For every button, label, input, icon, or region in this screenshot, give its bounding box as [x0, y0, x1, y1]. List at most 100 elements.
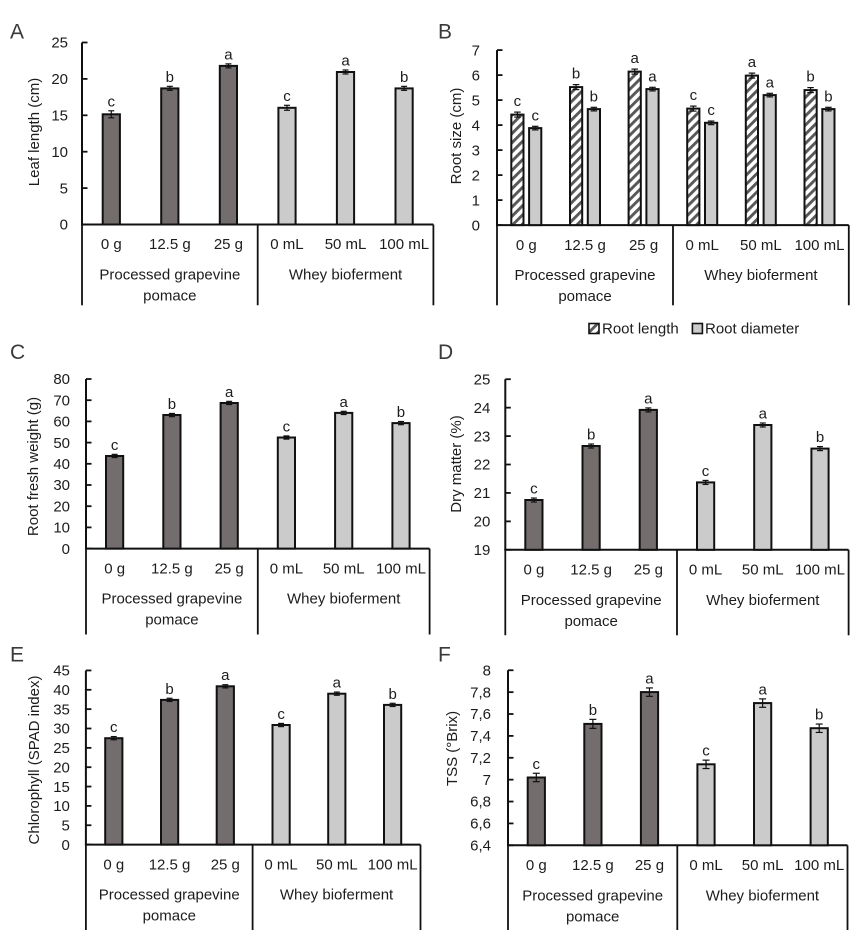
svg-text:D: D	[438, 341, 453, 364]
svg-text:100 mL: 100 mL	[379, 236, 429, 253]
svg-text:25: 25	[474, 371, 491, 388]
svg-text:10: 10	[53, 520, 70, 537]
svg-text:Whey bioferment: Whey bioferment	[287, 591, 401, 608]
svg-text:10: 10	[53, 798, 70, 815]
svg-text:50 mL: 50 mL	[742, 857, 784, 874]
svg-text:B: B	[438, 21, 452, 44]
svg-text:c: c	[283, 418, 291, 435]
svg-text:pomace: pomace	[564, 613, 617, 630]
svg-text:15: 15	[53, 779, 70, 796]
svg-text:20: 20	[53, 759, 70, 776]
svg-text:c: c	[514, 93, 522, 110]
svg-text:7,6: 7,6	[470, 706, 491, 723]
svg-text:7,8: 7,8	[470, 684, 491, 701]
svg-text:6,6: 6,6	[470, 816, 491, 833]
svg-text:b: b	[806, 69, 814, 86]
svg-text:40: 40	[53, 682, 70, 699]
svg-text:0 mL: 0 mL	[689, 562, 722, 579]
svg-text:c: c	[702, 743, 710, 760]
svg-text:c: c	[283, 88, 291, 105]
svg-text:25: 25	[51, 35, 68, 52]
svg-text:a: a	[340, 394, 349, 411]
svg-text:45: 45	[53, 663, 70, 680]
svg-text:0 mL: 0 mL	[270, 236, 303, 253]
svg-text:E: E	[10, 644, 24, 667]
svg-text:1: 1	[472, 192, 480, 209]
svg-text:b: b	[824, 88, 832, 105]
svg-text:8: 8	[483, 662, 491, 679]
svg-text:b: b	[168, 396, 176, 413]
svg-text:35: 35	[53, 701, 70, 718]
svg-text:a: a	[341, 52, 350, 69]
svg-text:c: c	[277, 706, 285, 723]
svg-text:6,4: 6,4	[470, 838, 491, 855]
svg-text:12.5 g: 12.5 g	[572, 857, 614, 874]
svg-text:b: b	[166, 69, 174, 86]
svg-text:TSS (°Brix): TSS (°Brix)	[444, 711, 461, 786]
svg-text:25 g: 25 g	[214, 236, 243, 253]
svg-text:0 mL: 0 mL	[264, 856, 297, 873]
svg-text:12.5 g: 12.5 g	[151, 560, 193, 577]
svg-text:Leaf length (cm): Leaf length (cm)	[26, 78, 43, 186]
svg-text:a: a	[645, 670, 654, 687]
svg-text:50: 50	[53, 435, 70, 452]
svg-text:7: 7	[483, 772, 491, 789]
svg-text:Processed grapevine: Processed grapevine	[99, 887, 240, 904]
svg-text:12.5 g: 12.5 g	[570, 562, 612, 579]
svg-text:b: b	[589, 702, 597, 719]
svg-text:0: 0	[62, 541, 70, 558]
svg-text:c: c	[531, 107, 539, 124]
svg-text:pomace: pomace	[566, 908, 619, 925]
svg-text:50 mL: 50 mL	[742, 562, 784, 579]
svg-text:Whey bioferment: Whey bioferment	[704, 267, 818, 284]
svg-text:a: a	[224, 46, 233, 63]
svg-text:Processed grapevine: Processed grapevine	[515, 267, 656, 284]
svg-text:2: 2	[472, 167, 480, 184]
svg-text:12.5 g: 12.5 g	[564, 237, 606, 254]
svg-text:0 mL: 0 mL	[270, 560, 303, 577]
svg-text:c: c	[108, 93, 116, 110]
svg-text:Chlorophyll (SPAD index): Chlorophyll (SPAD index)	[26, 676, 43, 845]
svg-text:c: c	[707, 102, 715, 119]
svg-text:b: b	[400, 69, 408, 86]
svg-text:A: A	[10, 21, 24, 44]
svg-text:c: c	[702, 463, 710, 480]
svg-text:Whey bioferment: Whey bioferment	[706, 592, 820, 609]
svg-text:20: 20	[474, 514, 491, 531]
svg-text:a: a	[748, 54, 757, 71]
svg-text:pomace: pomace	[143, 288, 196, 305]
svg-text:25 g: 25 g	[629, 237, 658, 254]
svg-text:c: c	[533, 756, 541, 773]
svg-text:24: 24	[474, 400, 491, 417]
svg-text:80: 80	[53, 371, 70, 388]
svg-text:5: 5	[60, 180, 68, 197]
svg-text:100 mL: 100 mL	[376, 560, 426, 577]
svg-text:Whey bioferment: Whey bioferment	[280, 887, 394, 904]
svg-text:25 g: 25 g	[211, 856, 240, 873]
svg-text:100 mL: 100 mL	[368, 856, 418, 873]
svg-text:100 mL: 100 mL	[794, 857, 844, 874]
svg-text:Processed grapevine: Processed grapevine	[521, 592, 662, 609]
svg-text:50 mL: 50 mL	[740, 237, 782, 254]
svg-text:c: c	[690, 87, 698, 104]
svg-text:a: a	[766, 74, 775, 91]
svg-text:Root size (cm): Root size (cm)	[448, 88, 465, 185]
svg-text:7: 7	[472, 42, 480, 59]
svg-text:b: b	[590, 88, 598, 105]
svg-text:0 mL: 0 mL	[686, 237, 719, 254]
svg-text:C: C	[10, 341, 25, 364]
svg-text:Root diameter: Root diameter	[705, 321, 799, 338]
svg-text:c: c	[110, 719, 118, 736]
svg-text:5: 5	[472, 92, 480, 109]
svg-text:6,8: 6,8	[470, 794, 491, 811]
svg-text:50 mL: 50 mL	[316, 856, 358, 873]
svg-text:23: 23	[474, 428, 491, 445]
svg-text:b: b	[165, 681, 173, 698]
svg-text:b: b	[815, 707, 823, 724]
svg-text:22: 22	[474, 457, 491, 474]
svg-text:25 g: 25 g	[634, 562, 663, 579]
svg-text:100 mL: 100 mL	[795, 562, 845, 579]
svg-text:25 g: 25 g	[215, 560, 244, 577]
svg-text:0 g: 0 g	[103, 856, 124, 873]
svg-text:Dry matter (%): Dry matter (%)	[448, 415, 465, 513]
